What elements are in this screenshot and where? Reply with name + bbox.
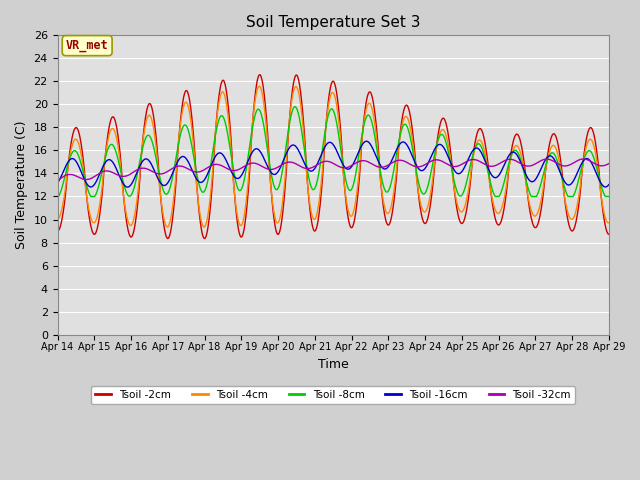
Tsoil -32cm	[287, 159, 295, 165]
Tsoil -32cm	[299, 165, 307, 170]
Tsoil -4cm	[119, 185, 127, 191]
Tsoil -32cm	[605, 161, 612, 167]
Tsoil -4cm	[300, 130, 307, 135]
Tsoil -16cm	[288, 143, 296, 148]
Tsoil -2cm	[310, 227, 317, 232]
Tsoil -8cm	[54, 193, 61, 199]
Tsoil -2cm	[368, 93, 376, 99]
Tsoil -16cm	[119, 180, 127, 185]
Tsoil -32cm	[97, 170, 104, 176]
Tsoil -4cm	[368, 106, 376, 111]
Tsoil -2cm	[605, 231, 612, 237]
Tsoil -16cm	[124, 184, 131, 190]
Tsoil -4cm	[289, 95, 296, 101]
Text: VR_met: VR_met	[66, 39, 109, 52]
Legend: Tsoil -2cm, Tsoil -4cm, Tsoil -8cm, Tsoil -16cm, Tsoil -32cm: Tsoil -2cm, Tsoil -4cm, Tsoil -8cm, Tsoi…	[91, 386, 575, 404]
Tsoil -4cm	[605, 220, 612, 226]
Line: Tsoil -8cm: Tsoil -8cm	[58, 107, 609, 196]
Tsoil -32cm	[54, 178, 61, 183]
Tsoil -2cm	[119, 183, 127, 189]
Tsoil -4cm	[200, 224, 208, 230]
Line: Tsoil -16cm: Tsoil -16cm	[58, 141, 609, 187]
Tsoil -16cm	[54, 180, 61, 186]
Line: Tsoil -32cm: Tsoil -32cm	[58, 159, 609, 180]
Tsoil -4cm	[310, 216, 317, 222]
Tsoil -2cm	[289, 89, 296, 95]
Tsoil -4cm	[54, 216, 61, 222]
Tsoil -8cm	[368, 118, 376, 124]
Tsoil -8cm	[309, 187, 317, 192]
Tsoil -4cm	[97, 199, 104, 204]
X-axis label: Time: Time	[318, 358, 349, 371]
Tsoil -2cm	[256, 72, 264, 78]
Tsoil -16cm	[368, 144, 376, 150]
Tsoil -8cm	[300, 139, 307, 144]
Tsoil -32cm	[309, 164, 317, 170]
Tsoil -32cm	[119, 173, 127, 179]
Tsoil -32cm	[367, 161, 375, 167]
Tsoil -2cm	[201, 236, 209, 241]
Tsoil -2cm	[300, 120, 307, 125]
Tsoil -4cm	[255, 84, 263, 89]
Tsoil -16cm	[97, 170, 104, 176]
Tsoil -8cm	[97, 177, 104, 183]
Tsoil -8cm	[119, 177, 127, 182]
Tsoil -8cm	[287, 111, 295, 117]
Tsoil -8cm	[605, 193, 612, 199]
Tsoil -2cm	[54, 228, 61, 234]
Tsoil -8cm	[291, 104, 299, 109]
Tsoil -16cm	[363, 138, 371, 144]
Tsoil -32cm	[580, 156, 588, 162]
Title: Soil Temperature Set 3: Soil Temperature Set 3	[246, 15, 420, 30]
Tsoil -16cm	[605, 182, 612, 188]
Line: Tsoil -2cm: Tsoil -2cm	[58, 75, 609, 239]
Tsoil -2cm	[97, 208, 104, 214]
Y-axis label: Soil Temperature (C): Soil Temperature (C)	[15, 121, 28, 249]
Tsoil -16cm	[300, 157, 307, 163]
Line: Tsoil -4cm: Tsoil -4cm	[58, 86, 609, 227]
Tsoil -16cm	[309, 168, 317, 173]
